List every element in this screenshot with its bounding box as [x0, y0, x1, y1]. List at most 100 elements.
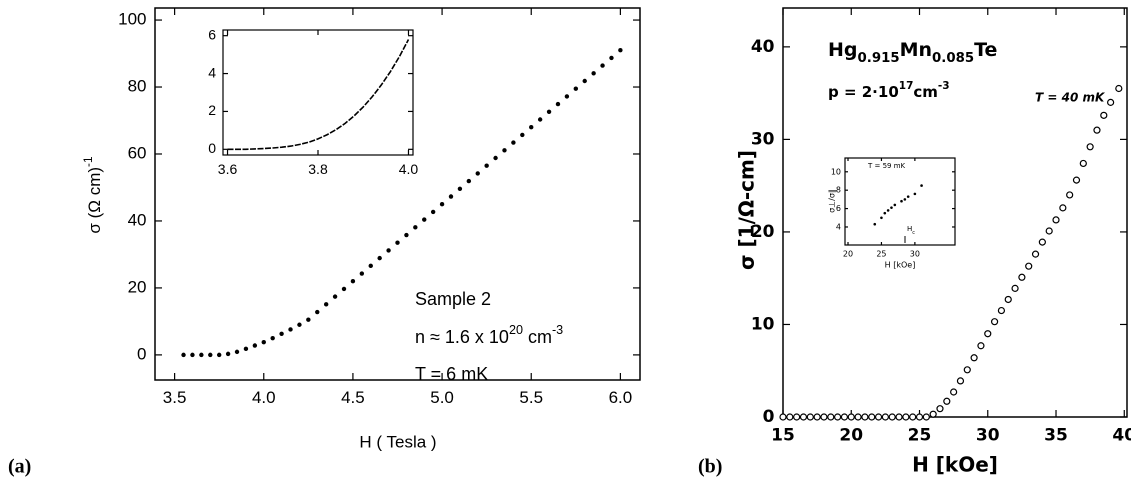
data-point	[922, 413, 930, 421]
y-axis-label: σ [1/Ω-cm]	[735, 150, 759, 270]
data-point	[893, 203, 897, 207]
data-point	[873, 222, 877, 226]
y-tick-label: 30	[751, 129, 775, 149]
data-point	[903, 198, 907, 201]
data-point	[977, 342, 985, 350]
y-tick-label: 0	[137, 344, 146, 363]
y-tick-label: 80	[128, 77, 147, 96]
data-point	[984, 330, 992, 338]
data-point	[956, 377, 965, 385]
data-point	[181, 352, 186, 358]
annotation-part: cm	[523, 327, 552, 347]
annotation-part: n ≈ 1.6 x 10	[415, 327, 509, 347]
data-point	[404, 232, 409, 238]
data-point	[243, 346, 249, 352]
plot-frame	[222, 29, 414, 156]
data-point	[1018, 273, 1026, 281]
annotation: Sample 2	[415, 289, 491, 309]
data-point	[484, 163, 489, 168]
x-tick-label: 20	[839, 426, 863, 446]
data-point	[906, 195, 910, 198]
data-point	[609, 55, 614, 61]
y-tick-label: 0	[763, 407, 775, 427]
data-line	[227, 39, 410, 151]
data-point	[359, 271, 365, 276]
annotation: T = 40 mK	[1035, 91, 1106, 105]
data-point	[861, 413, 869, 421]
y-tick-label: 4	[208, 64, 216, 80]
annotation-part: Mn	[900, 39, 932, 61]
data-point	[834, 413, 842, 421]
data-point	[1031, 250, 1040, 258]
y-tick-label: 10	[751, 314, 775, 334]
data-point	[1086, 143, 1094, 151]
y-axis-label: σ (Ω cm)-1	[81, 156, 104, 234]
annotation: T = 6 mK	[415, 364, 488, 384]
x-axis-label: H [kOe]	[912, 453, 998, 477]
annotation-part: -3	[552, 323, 563, 337]
annotation: Hc	[907, 225, 915, 236]
data-point	[1052, 216, 1060, 224]
annotation: T = 59 mK	[867, 162, 906, 170]
annotation-part: 0.915	[858, 51, 900, 66]
data-point	[1115, 84, 1123, 93]
data-point	[457, 186, 463, 192]
data-point	[890, 206, 893, 209]
data-point	[502, 148, 507, 153]
x-tick-label: 15	[771, 426, 795, 446]
data-point	[813, 413, 821, 421]
data-point	[315, 309, 320, 315]
x-axis-label: H [kOe]	[885, 261, 916, 270]
data-point	[799, 413, 808, 421]
y-tick-label: 40	[751, 37, 775, 57]
data-point	[368, 263, 373, 269]
data-point	[537, 117, 543, 122]
data-point	[913, 192, 917, 196]
data-point	[943, 397, 951, 405]
y-tick-label: 8	[836, 186, 841, 195]
y-axis-label-part: σ (Ω cm)	[85, 167, 104, 234]
data-point	[1038, 238, 1046, 246]
data-point	[827, 413, 835, 421]
data-point	[332, 294, 338, 299]
data-point	[786, 413, 794, 421]
data-point	[902, 413, 910, 421]
y-tick-label: 10	[831, 167, 841, 176]
data-point	[493, 155, 498, 161]
data-point	[377, 255, 382, 261]
y-tick-label: 0	[208, 140, 216, 156]
x-tick-label: 3.5	[163, 388, 187, 407]
data-point	[1072, 176, 1081, 184]
x-tick-label: 5.0	[430, 388, 454, 407]
annotation-part: 0.085	[932, 51, 974, 66]
data-point	[1066, 191, 1074, 199]
annotation-part: 20	[509, 323, 523, 337]
annotation-part: -3	[938, 80, 950, 92]
data-point	[600, 63, 605, 68]
data-point	[190, 352, 195, 358]
annotation: p = 2·1017cm-3	[828, 80, 950, 101]
data-point	[880, 216, 883, 220]
y-tick-label: 4	[836, 222, 841, 231]
annotation: n ≈ 1.6 x 1020 cm-3	[415, 323, 563, 346]
data-point	[430, 209, 436, 215]
x-tick-label: 3.6	[218, 161, 238, 177]
data-point	[1107, 98, 1115, 106]
data-point	[261, 339, 266, 345]
data-point	[847, 413, 855, 421]
y-tick-label: 6	[836, 204, 841, 213]
data-point	[1011, 284, 1019, 292]
data-point	[1045, 227, 1053, 235]
plot-frame	[844, 157, 956, 246]
data-point	[900, 199, 903, 203]
x-tick-label: 30	[976, 426, 1000, 446]
data-point	[529, 125, 534, 130]
y-tick-label: 40	[128, 210, 147, 229]
data-point	[854, 413, 862, 421]
data-point	[1093, 126, 1101, 134]
y-tick-label: 60	[128, 143, 147, 162]
x-tick-label: 4.0	[399, 161, 419, 177]
x-tick-label: 30	[910, 249, 920, 258]
data-point	[288, 327, 293, 332]
